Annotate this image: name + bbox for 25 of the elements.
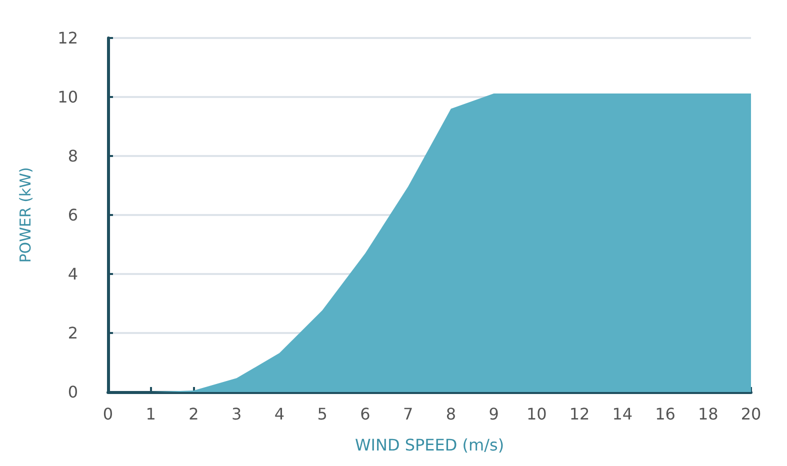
x-tick-label: 5 xyxy=(317,404,328,424)
x-tick-label: 4 xyxy=(274,404,285,424)
y-tick-label: 2 xyxy=(68,324,78,342)
y-tick-label: 8 xyxy=(68,146,78,166)
x-tick-label: 9 xyxy=(488,404,499,424)
x-tick-label: 20 xyxy=(740,404,762,424)
y-tick-label: 0 xyxy=(68,382,78,402)
x-tick-label: 2 xyxy=(188,404,199,424)
x-tick-label: 18 xyxy=(698,404,718,424)
y-tick-label: 4 xyxy=(68,264,78,284)
x-tick-label: 7 xyxy=(402,404,414,424)
y-tick-label: 10 xyxy=(58,88,78,106)
x-tick-label: 3 xyxy=(232,404,242,424)
x-tick-label: 0 xyxy=(102,404,114,424)
x-tick-label: 6 xyxy=(360,404,370,424)
x-tick-label: 16 xyxy=(655,404,676,424)
x-axis-title: WIND SPEED (m/s) xyxy=(354,436,504,454)
y-tick-label: 6 xyxy=(68,206,78,224)
x-tick-label: 10 xyxy=(526,404,547,424)
x-tick-label: 1 xyxy=(146,404,156,424)
x-tick-label: 8 xyxy=(446,404,456,424)
x-tick-label: 12 xyxy=(569,404,590,424)
y-axis-title: POWER (kW) xyxy=(16,167,34,263)
x-tick-label: 14 xyxy=(612,404,633,424)
y-tick-label: 12 xyxy=(58,28,78,48)
